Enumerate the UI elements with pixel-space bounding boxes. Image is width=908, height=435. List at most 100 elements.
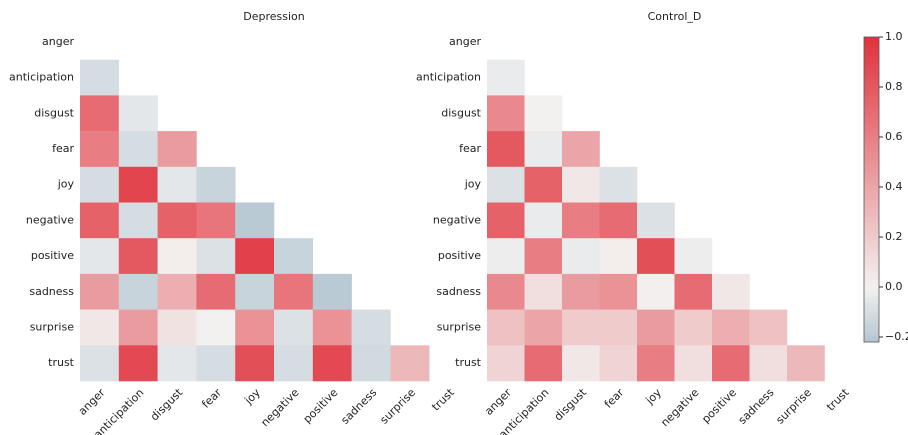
x-tick-label: positive	[301, 386, 341, 426]
heatmap-cell	[118, 95, 158, 132]
heatmap-cell	[235, 309, 275, 346]
y-tick-label: trust	[455, 356, 482, 369]
heatmap-cell	[637, 202, 675, 239]
heatmap-cell	[235, 202, 275, 239]
x-tick-label: positive	[699, 386, 739, 426]
heatmap-cell	[712, 309, 750, 346]
heatmap-cell	[674, 309, 713, 346]
heatmap-cell	[157, 202, 197, 239]
heatmap-cell	[562, 345, 600, 382]
heatmap-cell	[524, 309, 563, 346]
heatmap-cell	[637, 309, 675, 346]
heatmap-cell	[487, 166, 525, 203]
heatmap-cell	[118, 131, 158, 168]
heatmap-cell	[599, 309, 638, 346]
heatmap-cell	[599, 273, 638, 310]
x-tick-label: anger	[482, 386, 514, 418]
heatmap-cell	[312, 273, 352, 310]
heatmap-cell	[274, 238, 314, 275]
heatmap-cell	[274, 345, 314, 382]
heatmap-cell	[235, 273, 275, 310]
heatmap-cell	[80, 59, 120, 96]
colorbar	[863, 36, 880, 343]
x-tick-label: sadness	[736, 386, 777, 427]
heatmap-cell	[562, 238, 600, 275]
heatmap-cell	[80, 273, 120, 310]
heatmap-cell	[562, 131, 600, 168]
x-tick-label: surprise	[378, 386, 419, 427]
y-tick-label: negative	[26, 213, 74, 226]
heatmap-cell	[196, 238, 236, 275]
y-tick-label: fear	[52, 142, 74, 155]
heatmap-cell	[196, 166, 236, 203]
heatmap-cell	[712, 273, 750, 310]
colorbar-tick-label: 0.2	[885, 230, 903, 243]
heatmap-cell	[80, 238, 120, 275]
colorbar-tick-label: 1.0	[885, 30, 903, 43]
heatmap-cell	[157, 309, 197, 346]
heatmap-cell	[196, 309, 236, 346]
x-tick-label: joy	[643, 386, 665, 408]
y-tick-label: anticipation	[416, 71, 481, 84]
heatmap-cell	[524, 345, 563, 382]
y-tick-label: anger	[42, 35, 74, 48]
heatmap-cell	[599, 202, 638, 239]
heatmap-cell	[157, 273, 197, 310]
heatmap-cell	[674, 238, 713, 275]
x-tick-label: negative	[658, 386, 701, 429]
chart-title: Depression	[243, 10, 305, 23]
y-tick-label: joy	[57, 178, 75, 191]
heatmap-cell	[118, 273, 158, 310]
heatmap-cell	[118, 166, 158, 203]
x-tick-label: surprise	[773, 386, 814, 427]
y-tick-label: joy	[464, 178, 482, 191]
colorbar-tick-label: −0.2	[885, 330, 908, 343]
heatmap-cell	[351, 345, 391, 382]
heatmap-cell	[80, 166, 120, 203]
y-tick-label: sadness	[436, 285, 481, 298]
heatmap-cell	[637, 345, 675, 382]
heatmap-cell	[80, 131, 120, 168]
heatmap-cell	[80, 309, 120, 346]
heatmap-cell	[274, 309, 314, 346]
y-tick-label: fear	[459, 142, 481, 155]
heatmap-cell	[118, 309, 158, 346]
x-tick-label: disgust	[552, 386, 590, 424]
heatmap-cell	[524, 273, 563, 310]
x-tick-label: anger	[76, 386, 108, 418]
y-tick-label: negative	[433, 213, 481, 226]
heatmap-cell	[487, 345, 525, 382]
x-tick-label: trust	[824, 386, 852, 414]
x-tick-label: joy	[241, 386, 263, 408]
heatmap-cell	[235, 238, 275, 275]
heatmap-cell	[524, 202, 563, 239]
heatmap-cell	[118, 345, 158, 382]
heatmap-cell	[524, 238, 563, 275]
heatmap-cell	[487, 273, 525, 310]
heatmap-cell	[562, 202, 600, 239]
heatmap-cell	[487, 309, 525, 346]
heatmap-cell	[562, 166, 600, 203]
heatmap-cell	[524, 95, 563, 132]
heatmap-cell	[562, 309, 600, 346]
heatmap-cell	[157, 166, 197, 203]
colorbar-tick-label: 0.0	[885, 280, 903, 293]
heatmap-cell	[749, 345, 788, 382]
x-tick-label: disgust	[148, 386, 186, 424]
heatmap-cell	[487, 59, 525, 96]
colorbar-tick-label: 0.6	[885, 130, 903, 143]
y-tick-label: trust	[48, 356, 75, 369]
heatmap-cell	[524, 131, 563, 168]
y-tick-label: disgust	[34, 106, 74, 119]
x-tick-label: fear	[602, 386, 627, 411]
heatmap-cell	[637, 238, 675, 275]
heatmap-cell	[312, 309, 352, 346]
heatmap-cell	[712, 345, 750, 382]
heatmap-cell	[637, 273, 675, 310]
heatmap-cell	[674, 273, 713, 310]
heatmap-cell	[118, 202, 158, 239]
chart-title: Control_D	[648, 10, 702, 23]
y-tick-label: surprise	[437, 320, 482, 333]
x-tick-label: negative	[258, 386, 301, 429]
